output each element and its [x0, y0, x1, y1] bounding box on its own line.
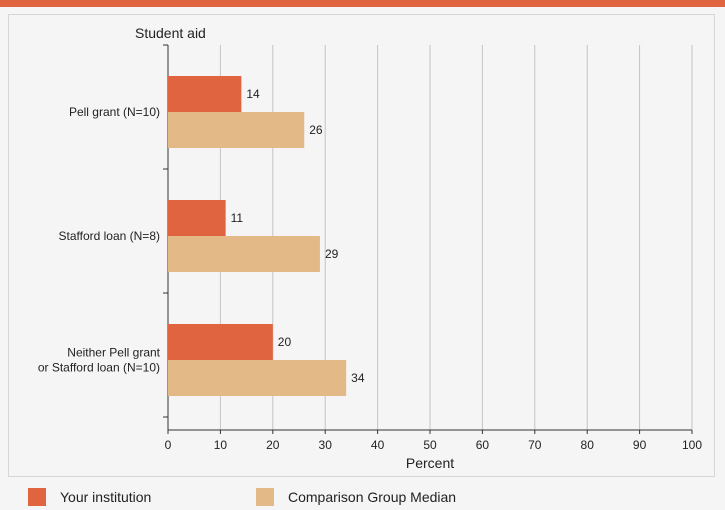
category-label: or Stafford loan (N=10): [38, 361, 160, 375]
bar-comparison-median: [168, 112, 305, 148]
category-label: Stafford loan (N=8): [58, 229, 160, 243]
x-tick-label: 0: [165, 438, 172, 452]
bar-value-label: 29: [325, 247, 339, 261]
bar-chart: Student aid 0 10 20 30 40 50 60 70 80 90 100 Percent…: [38, 25, 703, 471]
bar-comparison-median: [168, 236, 320, 272]
bar-your-institution: [168, 76, 242, 112]
bar-value-label: 26: [309, 123, 323, 137]
category-label: Pell grant (N=10): [69, 105, 160, 119]
x-tick-label: 80: [581, 438, 595, 452]
x-tick-label: 30: [319, 438, 333, 452]
x-axis-label: Percent: [406, 455, 454, 471]
bar-value-label: 14: [246, 87, 260, 101]
chart-title: Student aid: [135, 25, 206, 41]
legend-item-comparison-median: Comparison Group Median: [256, 488, 456, 510]
bar-comparison-median: [168, 360, 347, 396]
legend-item-your-institution: Your institution: [28, 488, 151, 510]
top-accent-band: [0, 0, 725, 7]
legend-label-comparison-median: Comparison Group Median: [288, 489, 457, 505]
category-label: Neither Pell grant: [67, 346, 160, 360]
x-tick-label: 60: [476, 438, 490, 452]
x-tick-label: 70: [528, 438, 542, 452]
bar-your-institution: [168, 200, 226, 236]
x-tick-label: 10: [214, 438, 228, 452]
bar-your-institution: [168, 324, 273, 360]
chart-legend: Your institution Comparison Group Median: [0, 484, 725, 510]
bar-value-label: 20: [278, 335, 292, 349]
legend-swatch-comparison-median: [256, 488, 274, 506]
x-tick-label: 50: [423, 438, 437, 452]
legend-swatch-your-institution: [28, 488, 46, 506]
bar-value-label: 11: [231, 211, 244, 225]
chart-panel: Student aid 0 10 20 30 40 50 60 70 80 90 100 Percent…: [8, 14, 715, 477]
x-tick-label: 90: [633, 438, 647, 452]
x-tick-label: 20: [266, 438, 280, 452]
x-tick-label: 100: [682, 438, 702, 452]
bar-value-label: 34: [351, 371, 365, 385]
legend-label-your-institution: Your institution: [60, 489, 152, 505]
x-tick-label: 40: [371, 438, 385, 452]
